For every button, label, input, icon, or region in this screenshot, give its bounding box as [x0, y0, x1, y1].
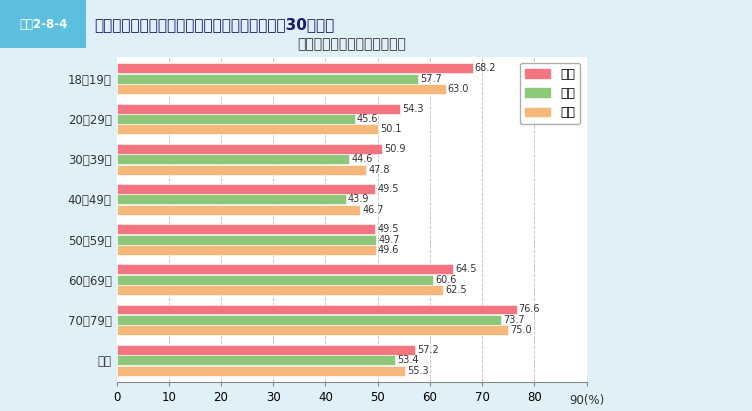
Bar [117, 305, 517, 314]
Text: 62.5: 62.5 [445, 285, 467, 295]
Text: 49.6: 49.6 [378, 245, 399, 255]
Bar [117, 366, 405, 376]
Text: 60.6: 60.6 [435, 275, 456, 285]
Bar [117, 264, 453, 274]
Bar [117, 326, 508, 335]
Bar [117, 224, 375, 234]
Text: 46.7: 46.7 [362, 205, 384, 215]
Bar [117, 63, 473, 73]
Text: 63.0: 63.0 [447, 84, 469, 94]
Text: 55.3: 55.3 [408, 365, 429, 376]
Text: 50.9: 50.9 [384, 144, 406, 154]
Text: 64.5: 64.5 [456, 264, 477, 274]
Bar [117, 104, 400, 113]
Text: 45.6: 45.6 [356, 114, 378, 124]
Bar [117, 114, 355, 124]
Bar [117, 74, 418, 84]
Legend: 男性, 女性, 全体: 男性, 女性, 全体 [520, 63, 581, 125]
Text: 図表2-8-4: 図表2-8-4 [19, 18, 68, 31]
Text: 57.2: 57.2 [417, 345, 439, 355]
Text: 44.6: 44.6 [352, 154, 373, 164]
Bar [117, 165, 366, 175]
Bar [117, 275, 433, 285]
Bar [117, 355, 396, 365]
Bar [0, 0, 86, 48]
Bar [117, 125, 378, 134]
Text: 90(%): 90(%) [569, 394, 604, 407]
Bar [117, 194, 346, 204]
Text: 76.6: 76.6 [519, 305, 540, 314]
Text: 49.7: 49.7 [378, 235, 400, 245]
Text: 57.7: 57.7 [420, 74, 441, 84]
Bar [117, 235, 376, 245]
Bar [117, 285, 443, 295]
Bar [117, 205, 360, 215]
Bar [117, 144, 382, 154]
Text: 73.7: 73.7 [504, 315, 525, 325]
Text: 54.3: 54.3 [402, 104, 423, 113]
Text: 世代別週１日以上スポーツ実施率の比較（平成30年度）: 世代別週１日以上スポーツ実施率の比較（平成30年度） [94, 17, 334, 32]
Bar [117, 315, 502, 325]
Text: 43.9: 43.9 [348, 194, 369, 204]
Text: 49.5: 49.5 [378, 184, 399, 194]
Text: 47.8: 47.8 [368, 165, 390, 175]
Text: 50.1: 50.1 [381, 125, 402, 134]
Bar [117, 154, 350, 164]
Text: 53.4: 53.4 [398, 355, 419, 365]
Text: 75.0: 75.0 [511, 326, 532, 335]
Bar [117, 184, 375, 194]
Bar [117, 345, 415, 355]
Bar [117, 84, 445, 94]
Text: 68.2: 68.2 [475, 63, 496, 74]
Text: 49.5: 49.5 [378, 224, 399, 234]
Title: 世代別・性別スポーツ実施率: 世代別・性別スポーツ実施率 [297, 37, 406, 51]
Bar [117, 245, 375, 255]
